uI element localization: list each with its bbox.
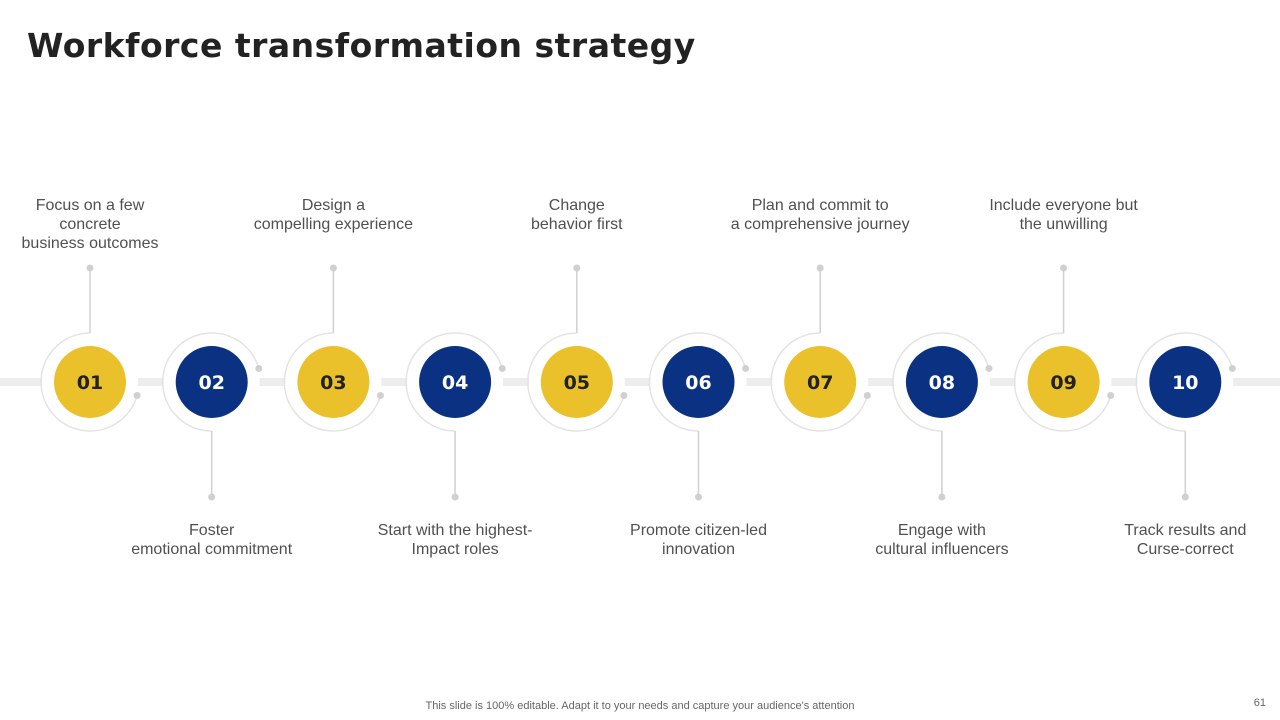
step-number: 02	[198, 372, 224, 394]
step-label: Foster emotional commitment	[131, 522, 293, 558]
connector-dot	[816, 264, 824, 272]
connector-dot	[573, 264, 581, 272]
step-ring	[405, 332, 503, 432]
step-number: 06	[685, 372, 711, 394]
ring-end-dot	[133, 392, 141, 400]
step-label: Change behavior first	[531, 197, 623, 233]
ring-end-dot	[498, 364, 506, 372]
step-08: 08	[892, 332, 993, 501]
footer-note: This slide is 100% editable. Adapt it to…	[425, 700, 855, 712]
step-label: Start with the highest- Impact roles	[377, 522, 533, 558]
step-node	[1027, 346, 1100, 418]
step-node	[540, 346, 613, 418]
step-node	[175, 346, 248, 418]
step-ring	[770, 332, 869, 432]
step-number: 04	[442, 372, 468, 394]
connector-dot	[938, 493, 946, 501]
step-label: Engage with cultural influencers	[875, 522, 1009, 558]
step-ring	[892, 332, 990, 432]
ring-end-dot	[1107, 392, 1115, 400]
connector-dot	[1060, 264, 1068, 272]
step-number: 03	[320, 372, 346, 394]
slide-title: Workforce transformation strategy	[27, 26, 696, 65]
connector-dot	[208, 493, 216, 501]
connector-dot	[451, 493, 459, 501]
ring-end-dot	[985, 364, 993, 372]
ring-end-dot	[620, 392, 628, 400]
step-ring	[527, 332, 625, 432]
step-07: 07	[770, 264, 871, 432]
ring-end-dot	[255, 364, 263, 372]
step-09: 09	[1013, 264, 1115, 432]
ring-end-dot	[742, 364, 750, 372]
step-03: 03	[283, 264, 384, 432]
step-number: 01	[77, 372, 103, 394]
step-number: 08	[929, 372, 955, 394]
step-ring	[648, 332, 747, 432]
step-node	[419, 346, 492, 418]
step-number: 09	[1050, 372, 1076, 394]
step-node	[905, 346, 978, 418]
step-06: 06	[648, 332, 750, 501]
step-05: 05	[527, 264, 628, 432]
step-ring	[1135, 332, 1234, 432]
step-label: Design a compelling experience	[253, 197, 413, 233]
ring-end-dot	[1228, 364, 1236, 372]
step-node	[54, 346, 126, 418]
ring-end-dot	[863, 392, 871, 400]
step-label: Focus on a few concrete business outcome…	[21, 197, 159, 252]
step-label: Promote citizen-led innovation	[630, 522, 767, 558]
connector-dot	[1181, 493, 1189, 501]
page-number: 61	[1253, 697, 1266, 709]
connector-dot	[86, 264, 94, 272]
step-node	[662, 346, 735, 418]
step-label: Track results and Curse-correct	[1124, 522, 1247, 558]
step-04: 04	[405, 332, 506, 501]
step-01: 01	[40, 264, 141, 432]
step-number: 10	[1172, 372, 1198, 394]
step-node	[784, 346, 857, 418]
ring-end-dot	[376, 392, 384, 400]
step-ring	[283, 332, 382, 432]
connector-dot	[695, 493, 702, 501]
step-node	[1149, 346, 1222, 418]
step-ring	[40, 332, 138, 432]
step-ring	[162, 332, 260, 432]
step-number: 05	[564, 372, 590, 394]
step-ring	[1013, 332, 1112, 432]
step-label: Include everyone but the unwilling	[989, 197, 1138, 233]
step-10: 10	[1135, 332, 1236, 501]
step-number: 07	[807, 372, 833, 394]
step-02: 02	[162, 332, 263, 501]
step-node	[297, 346, 370, 418]
step-label: Plan and commit to a comprehensive journ…	[730, 197, 910, 233]
connector-dot	[329, 264, 337, 272]
